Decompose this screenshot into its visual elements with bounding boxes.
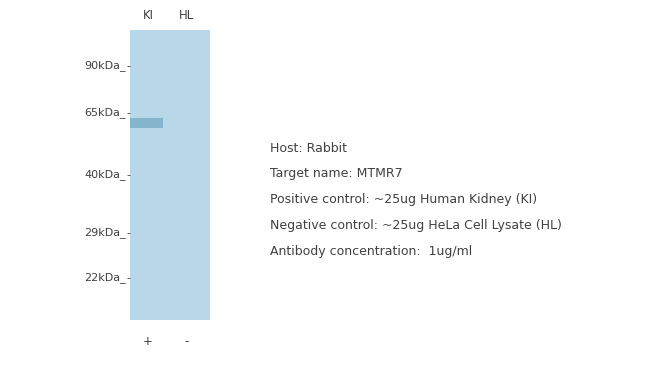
- Text: Target name: MTMR7: Target name: MTMR7: [270, 168, 402, 180]
- Text: Positive control: ~25ug Human Kidney (KI): Positive control: ~25ug Human Kidney (KI…: [270, 194, 537, 206]
- Text: KI: KI: [142, 9, 153, 22]
- Text: HL: HL: [179, 9, 194, 22]
- Text: 90kDa_: 90kDa_: [84, 60, 126, 71]
- Text: +: +: [143, 335, 153, 348]
- Text: Antibody concentration:  1ug/ml: Antibody concentration: 1ug/ml: [270, 246, 473, 258]
- Bar: [130, 118, 163, 128]
- Text: -: -: [185, 335, 189, 348]
- Text: 40kDa_: 40kDa_: [84, 169, 126, 180]
- Text: Host: Rabbit: Host: Rabbit: [270, 142, 347, 154]
- Bar: [130, 30, 210, 320]
- Text: 65kDa_: 65kDa_: [84, 108, 126, 119]
- Text: Negative control: ~25ug HeLa Cell Lysate (HL): Negative control: ~25ug HeLa Cell Lysate…: [270, 220, 562, 232]
- Text: 29kDa_: 29kDa_: [84, 228, 126, 239]
- Text: 22kDa_: 22kDa_: [84, 273, 126, 283]
